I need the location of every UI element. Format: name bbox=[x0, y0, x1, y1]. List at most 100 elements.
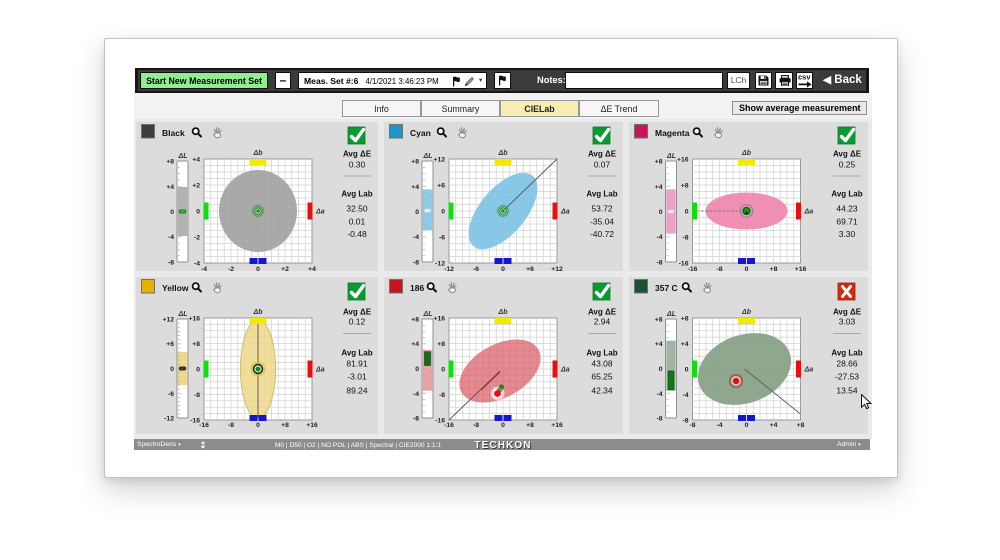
svg-text:0.25: 0.25 bbox=[839, 160, 856, 170]
svg-text:Yellow: Yellow bbox=[162, 283, 189, 293]
svg-text:-4: -4 bbox=[656, 234, 662, 241]
svg-text:65.25: 65.25 bbox=[591, 372, 613, 382]
svg-text:Avg Lab: Avg Lab bbox=[586, 349, 617, 358]
svg-text:0: 0 bbox=[256, 422, 260, 429]
svg-text:+8: +8 bbox=[797, 422, 805, 429]
svg-text:-12: -12 bbox=[435, 261, 445, 268]
svg-text:ΔL: ΔL bbox=[178, 311, 188, 318]
svg-text:-6: -6 bbox=[439, 235, 445, 242]
svg-text:-0.48: -0.48 bbox=[347, 229, 367, 239]
svg-text:Avg ΔE: Avg ΔE bbox=[588, 150, 617, 159]
svg-text:-16: -16 bbox=[444, 422, 454, 429]
svg-text:0: 0 bbox=[745, 266, 749, 273]
svg-text:-8: -8 bbox=[682, 418, 688, 425]
svg-text:+4: +4 bbox=[655, 184, 663, 191]
svg-text:44.23: 44.23 bbox=[836, 204, 858, 214]
svg-text:-4: -4 bbox=[682, 392, 688, 399]
svg-text:+8: +8 bbox=[526, 422, 534, 429]
svg-text:Δa: Δa bbox=[315, 367, 325, 374]
svg-text:+12: +12 bbox=[162, 317, 174, 324]
svg-text:+8: +8 bbox=[681, 316, 689, 323]
svg-text:-16: -16 bbox=[679, 261, 689, 268]
svg-text:+8: +8 bbox=[655, 159, 663, 166]
svg-text:-16: -16 bbox=[688, 266, 698, 273]
svg-text:43.08: 43.08 bbox=[591, 359, 613, 369]
svg-text:+4: +4 bbox=[770, 422, 778, 429]
svg-text:Avg ΔE: Avg ΔE bbox=[833, 308, 862, 317]
svg-text:13.54: 13.54 bbox=[836, 386, 858, 396]
svg-text:Avg Lab: Avg Lab bbox=[341, 190, 372, 199]
svg-text:-6: -6 bbox=[168, 391, 174, 398]
svg-text:Avg Lab: Avg Lab bbox=[831, 190, 862, 199]
svg-text:-8: -8 bbox=[439, 392, 445, 399]
svg-text:+4: +4 bbox=[411, 184, 419, 191]
svg-text:-12: -12 bbox=[164, 416, 174, 423]
svg-text:+8: +8 bbox=[681, 183, 689, 190]
svg-text:+4: +4 bbox=[655, 341, 663, 348]
svg-text:0: 0 bbox=[415, 209, 419, 216]
svg-text:-8: -8 bbox=[413, 416, 419, 423]
svg-text:28.66: 28.66 bbox=[836, 359, 858, 369]
svg-text:Δb: Δb bbox=[741, 150, 752, 157]
svg-text:-16: -16 bbox=[190, 418, 200, 425]
svg-text:Δa: Δa bbox=[560, 209, 570, 216]
svg-text:+16: +16 bbox=[677, 157, 689, 164]
svg-text:-27.53: -27.53 bbox=[835, 372, 859, 382]
svg-text:+8: +8 bbox=[655, 317, 663, 324]
svg-text:-6: -6 bbox=[473, 266, 479, 273]
svg-text:+4: +4 bbox=[192, 157, 200, 164]
svg-text:Δb: Δb bbox=[498, 150, 509, 157]
svg-text:Black: Black bbox=[162, 128, 185, 138]
svg-text:+6: +6 bbox=[437, 183, 445, 190]
svg-text:357 C: 357 C bbox=[655, 283, 678, 293]
svg-text:+8: +8 bbox=[411, 159, 419, 166]
svg-text:+8: +8 bbox=[281, 422, 289, 429]
svg-text:3.03: 3.03 bbox=[839, 317, 856, 327]
svg-text:-12: -12 bbox=[444, 266, 454, 273]
svg-text:+16: +16 bbox=[306, 422, 318, 429]
svg-text:-4: -4 bbox=[168, 234, 174, 241]
svg-text:-35.04: -35.04 bbox=[590, 217, 614, 227]
svg-text:0: 0 bbox=[441, 209, 445, 216]
svg-text:-8: -8 bbox=[228, 422, 234, 429]
svg-text:2.94: 2.94 bbox=[594, 317, 611, 327]
svg-text:+6: +6 bbox=[166, 341, 174, 348]
svg-text:0: 0 bbox=[745, 422, 749, 429]
svg-text:0: 0 bbox=[685, 367, 689, 374]
svg-text:0.30: 0.30 bbox=[349, 160, 366, 170]
svg-text:0: 0 bbox=[170, 209, 174, 216]
svg-text:+8: +8 bbox=[437, 341, 445, 348]
svg-text:+8: +8 bbox=[411, 317, 419, 324]
svg-text:0: 0 bbox=[256, 266, 260, 273]
svg-text:0: 0 bbox=[196, 209, 200, 216]
svg-text:+8: +8 bbox=[192, 341, 200, 348]
svg-text:0.07: 0.07 bbox=[594, 160, 611, 170]
svg-text:-40.72: -40.72 bbox=[590, 229, 614, 239]
svg-text:-8: -8 bbox=[473, 422, 479, 429]
svg-text:3.30: 3.30 bbox=[839, 229, 856, 239]
svg-text:+16: +16 bbox=[188, 316, 200, 323]
svg-text:Avg Lab: Avg Lab bbox=[586, 190, 617, 199]
svg-text:-4: -4 bbox=[656, 391, 662, 398]
svg-text:-8: -8 bbox=[682, 235, 688, 242]
svg-text:Avg ΔE: Avg ΔE bbox=[833, 150, 862, 159]
svg-text:-16: -16 bbox=[435, 418, 445, 425]
svg-text:+8: +8 bbox=[166, 159, 174, 166]
svg-text:Cyan: Cyan bbox=[410, 128, 431, 138]
svg-text:-16: -16 bbox=[199, 422, 209, 429]
svg-text:Avg Lab: Avg Lab bbox=[831, 349, 862, 358]
svg-text:Avg ΔE: Avg ΔE bbox=[343, 308, 372, 317]
svg-text:0: 0 bbox=[659, 209, 663, 216]
svg-text:42.34: 42.34 bbox=[591, 386, 613, 396]
svg-text:-4: -4 bbox=[413, 391, 419, 398]
svg-text:-4: -4 bbox=[716, 422, 722, 429]
svg-text:Δb: Δb bbox=[253, 150, 264, 157]
svg-text:+2: +2 bbox=[281, 266, 289, 273]
svg-text:+4: +4 bbox=[411, 341, 419, 348]
svg-text:-8: -8 bbox=[716, 266, 722, 273]
svg-text:89.24: 89.24 bbox=[346, 386, 368, 396]
svg-text:Δb: Δb bbox=[741, 309, 752, 316]
svg-text:0: 0 bbox=[170, 366, 174, 373]
svg-text:-8: -8 bbox=[656, 260, 662, 267]
svg-text:0: 0 bbox=[501, 266, 505, 273]
